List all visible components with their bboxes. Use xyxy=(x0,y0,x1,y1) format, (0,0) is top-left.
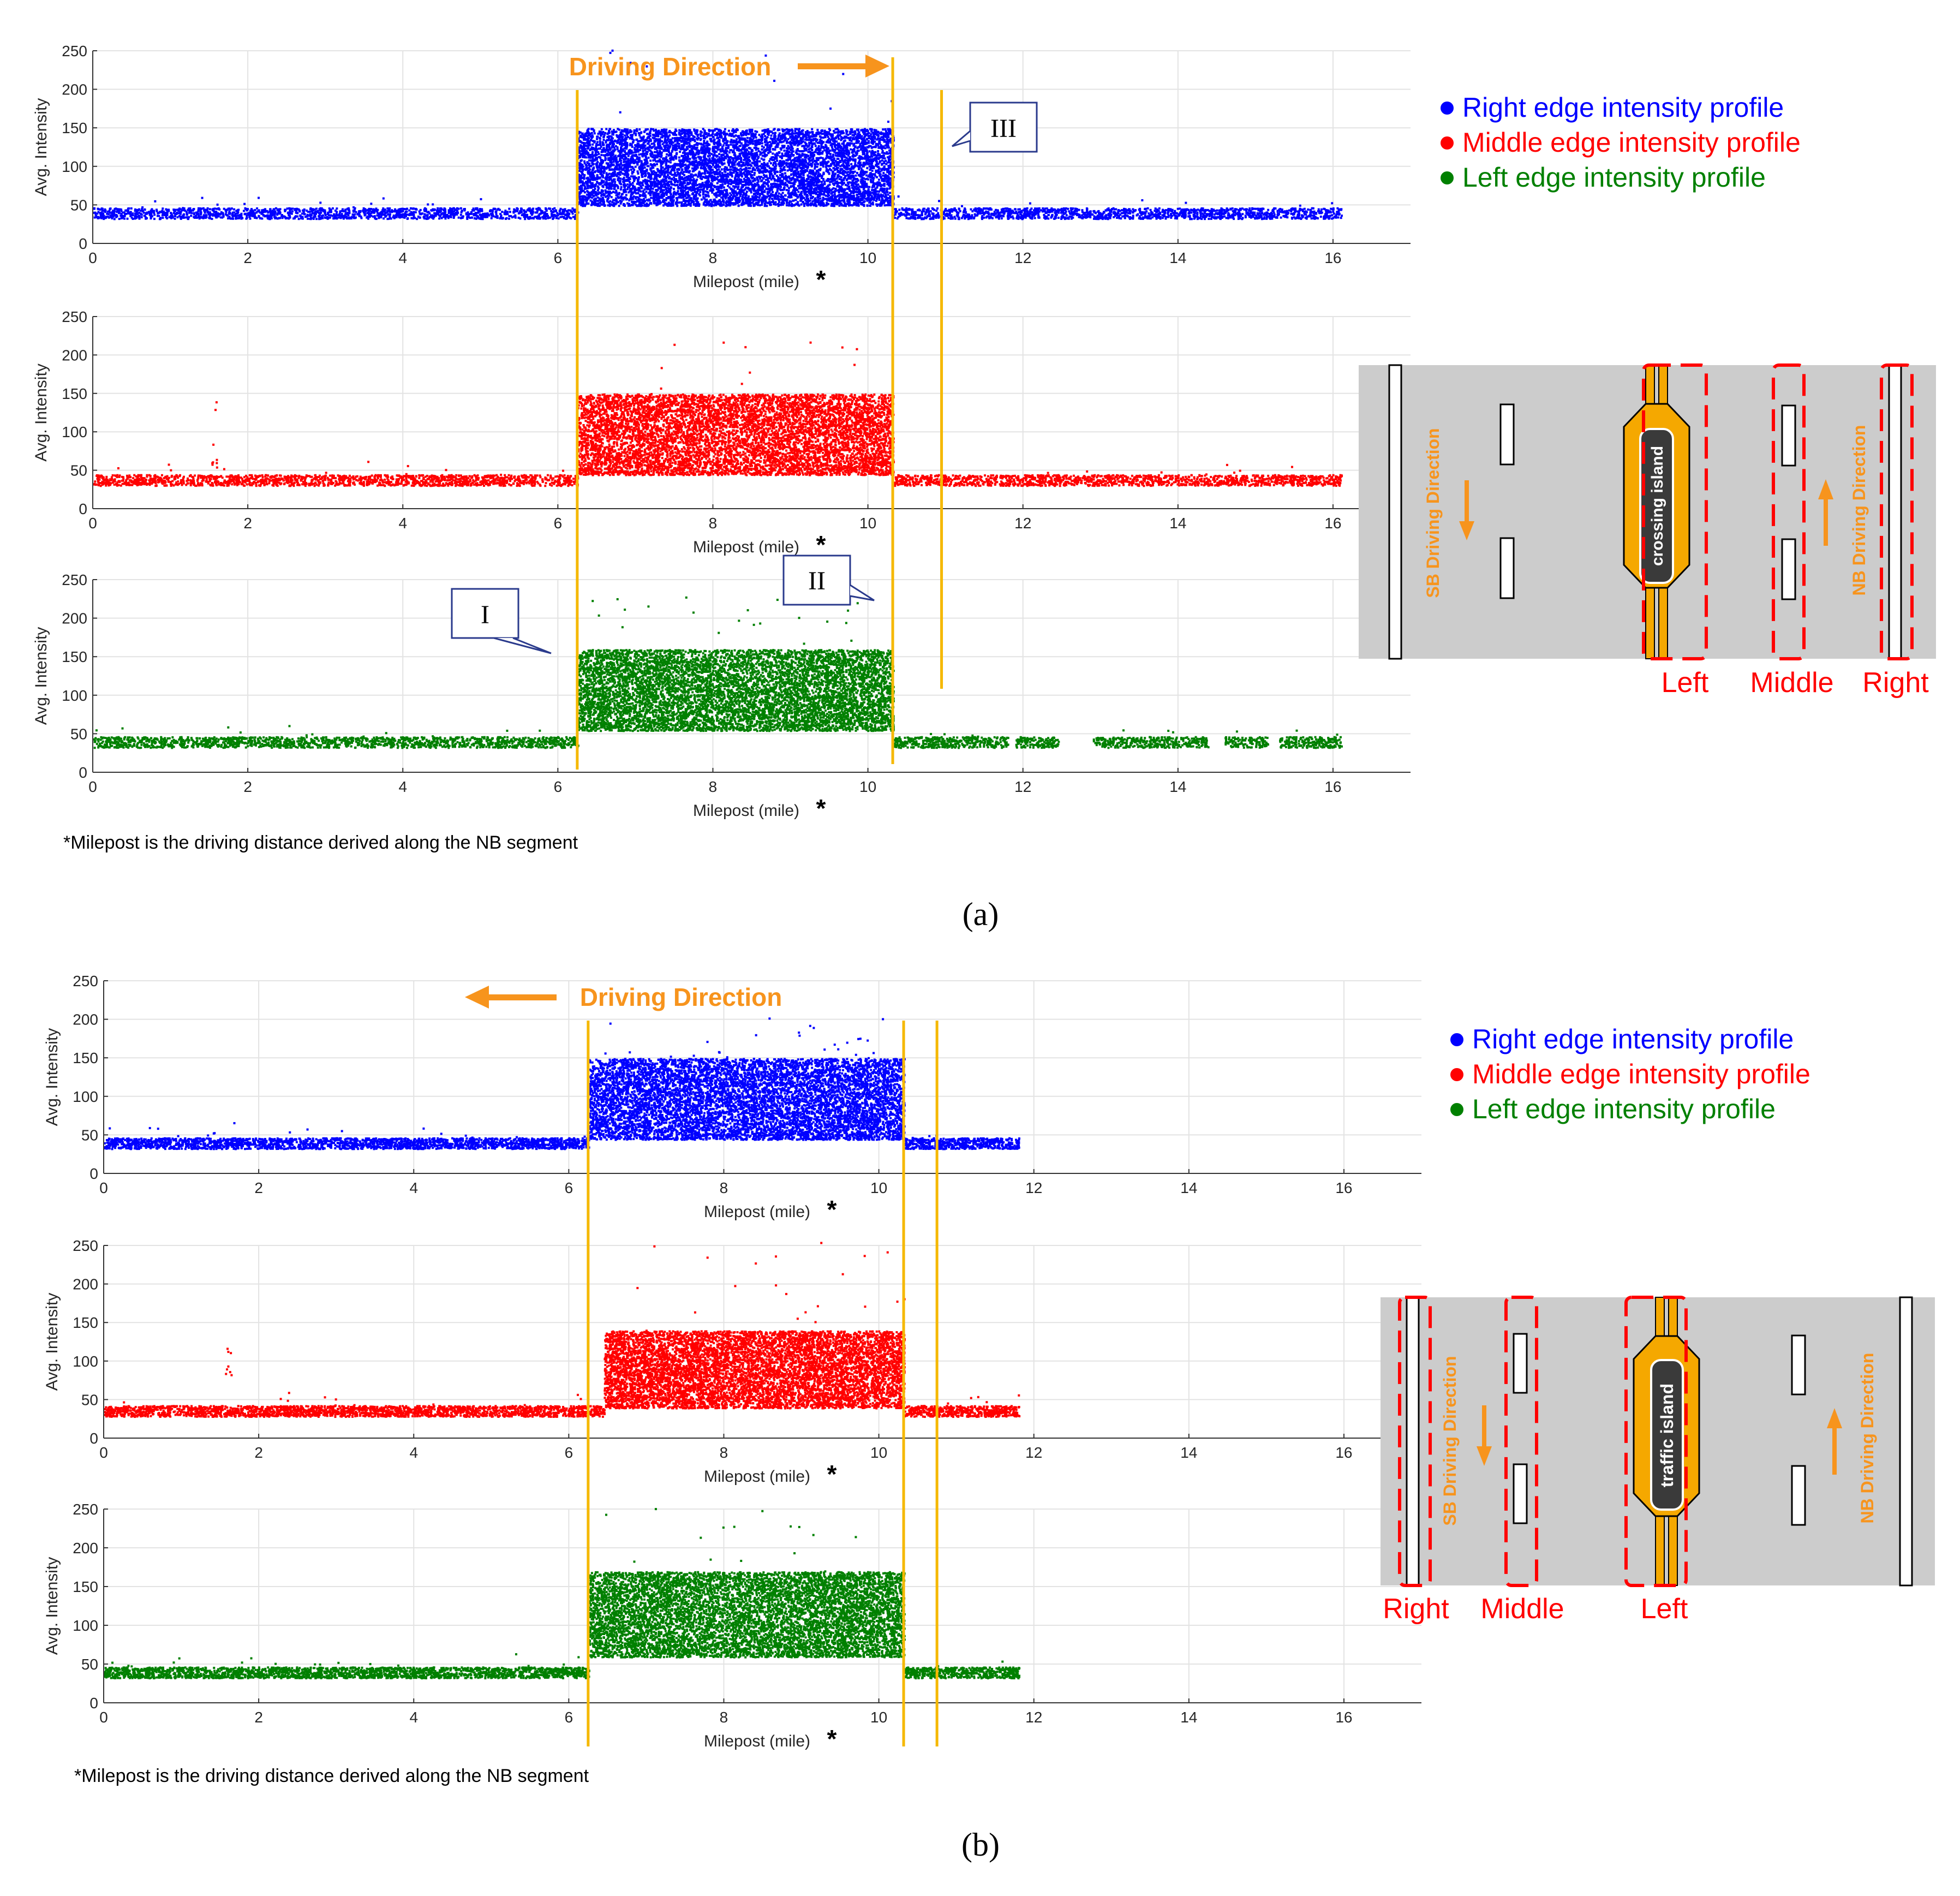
data-point xyxy=(988,208,990,210)
data-point xyxy=(1337,216,1339,218)
data-point xyxy=(258,197,260,199)
data-point xyxy=(516,207,518,210)
data-point xyxy=(1299,205,1301,207)
data-point xyxy=(319,201,321,204)
data-point xyxy=(153,218,156,220)
data-point xyxy=(383,217,385,219)
data-point xyxy=(432,204,434,206)
data-point xyxy=(1029,202,1031,205)
data-point xyxy=(619,174,622,176)
data-point xyxy=(1034,217,1036,219)
data-point xyxy=(970,208,972,211)
figure: 0246810121416050100150200250Milepost (mi… xyxy=(0,0,1960,1893)
data-point xyxy=(254,209,256,211)
data-point xyxy=(524,218,526,220)
data-point xyxy=(619,111,622,114)
data-point xyxy=(141,206,144,208)
data-point xyxy=(670,162,672,164)
data-point xyxy=(243,203,246,205)
data-point xyxy=(1263,218,1265,220)
data-point xyxy=(276,213,278,216)
data-point xyxy=(521,208,523,210)
data-point xyxy=(724,135,726,138)
figure-canvas: 0246810121416050100150200250Milepost (mi… xyxy=(0,0,1960,1893)
data-point xyxy=(190,214,192,217)
data-point xyxy=(370,202,372,205)
data-point xyxy=(1089,216,1091,218)
data-point xyxy=(269,208,271,210)
data-point xyxy=(1148,212,1150,214)
data-point xyxy=(637,170,639,172)
data-point xyxy=(898,208,900,211)
data-point xyxy=(233,208,235,211)
data-point xyxy=(1121,216,1124,218)
data-point xyxy=(97,216,99,218)
data-point xyxy=(243,210,245,212)
data-point xyxy=(156,210,158,212)
data-point xyxy=(1229,208,1232,210)
data-point xyxy=(1066,214,1068,217)
data-point xyxy=(249,218,251,220)
data-point xyxy=(1332,211,1334,213)
data-point xyxy=(935,210,937,212)
data-point xyxy=(501,211,503,213)
data-point xyxy=(416,218,418,220)
data-point xyxy=(971,214,973,216)
data-point xyxy=(354,213,356,216)
data-point xyxy=(1118,209,1120,211)
data-point xyxy=(953,216,955,218)
data-point xyxy=(1134,209,1137,211)
data-point xyxy=(174,218,176,220)
data-point xyxy=(336,207,338,210)
data-point xyxy=(480,198,482,200)
data-point xyxy=(99,212,101,214)
data-point xyxy=(315,218,318,220)
data-point xyxy=(1208,218,1210,220)
data-point xyxy=(979,210,981,212)
data-point xyxy=(118,218,121,220)
data-point xyxy=(291,210,294,212)
